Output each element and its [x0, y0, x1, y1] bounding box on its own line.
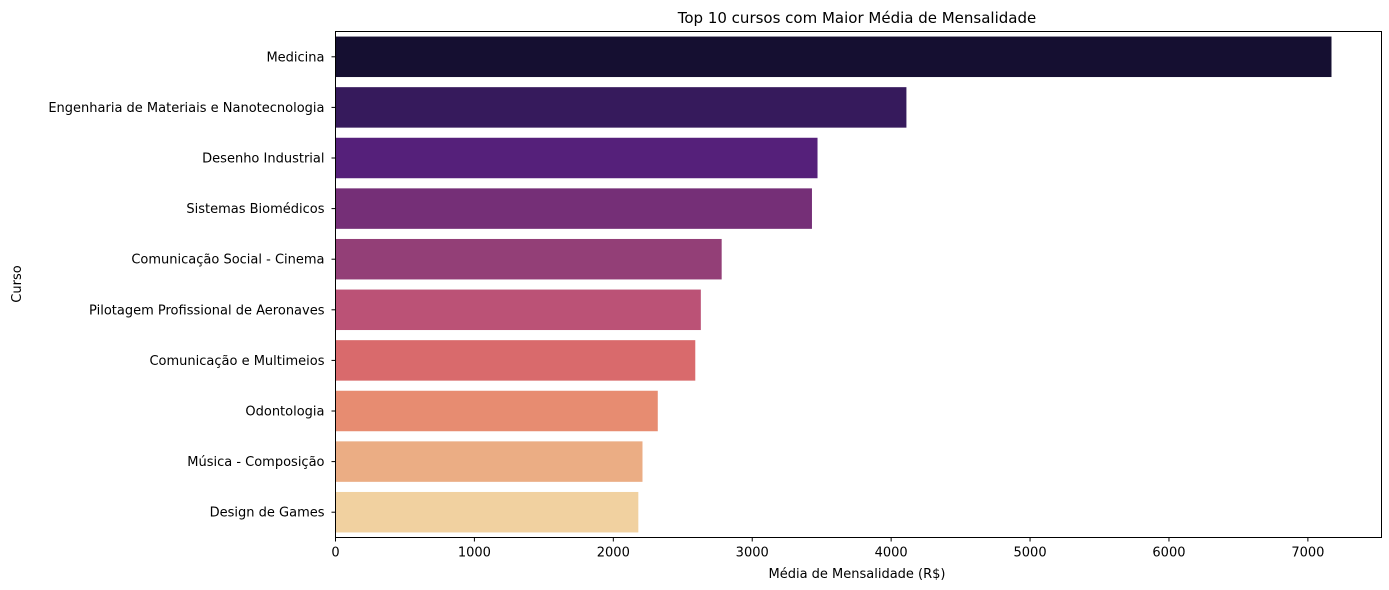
bar	[335, 137, 818, 179]
chart-title: Top 10 cursos com Maior Média de Mensali…	[677, 9, 1036, 27]
y-axis-label: Curso	[10, 265, 25, 302]
bar	[335, 390, 658, 432]
bars-group	[335, 36, 1332, 533]
bar	[335, 87, 907, 128]
y-tick-label: Música - Composição	[187, 455, 324, 470]
x-tick-label: 7000	[1291, 546, 1324, 561]
x-tick-label: 0	[331, 546, 339, 561]
bar	[335, 340, 696, 381]
y-tick-label: Design de Games	[210, 506, 325, 521]
x-tick-label: 1000	[458, 546, 491, 561]
x-tick-label: 2000	[597, 546, 630, 561]
plot-frame	[335, 31, 1382, 538]
x-ticks-group: 0 1000 2000 3000 4000 5000 6000 7000	[331, 537, 1324, 561]
y-tick-label: Pilotagem Profissional de Aeronaves	[89, 303, 325, 318]
bar	[335, 188, 812, 229]
bar	[335, 289, 701, 331]
y-tick-label: Odontologia	[245, 405, 324, 420]
bar	[335, 36, 1332, 78]
y-tick-label: Sistemas Biomédicos	[186, 202, 324, 217]
x-tick-label: 5000	[1014, 546, 1047, 561]
bar	[335, 491, 639, 533]
y-tick-label: Comunicação e Multimeios	[149, 354, 324, 369]
x-tick-label: 4000	[875, 546, 908, 561]
y-tick-label: Comunicação Social - Cinema	[131, 253, 324, 268]
bar	[335, 238, 722, 280]
y-tick-label: Engenharia de Materiais e Nanotecnologia	[48, 101, 324, 116]
x-tick-label: 3000	[736, 546, 769, 561]
bar	[335, 441, 643, 482]
x-axis-label: Média de Mensalidade (R$)	[768, 567, 945, 582]
y-tick-label: Medicina	[266, 50, 324, 65]
y-ticks-group: Medicina Engenharia de Materiais e Nanote…	[48, 50, 336, 521]
x-tick-label: 6000	[1152, 546, 1185, 561]
y-tick-label: Desenho Industrial	[202, 152, 324, 167]
